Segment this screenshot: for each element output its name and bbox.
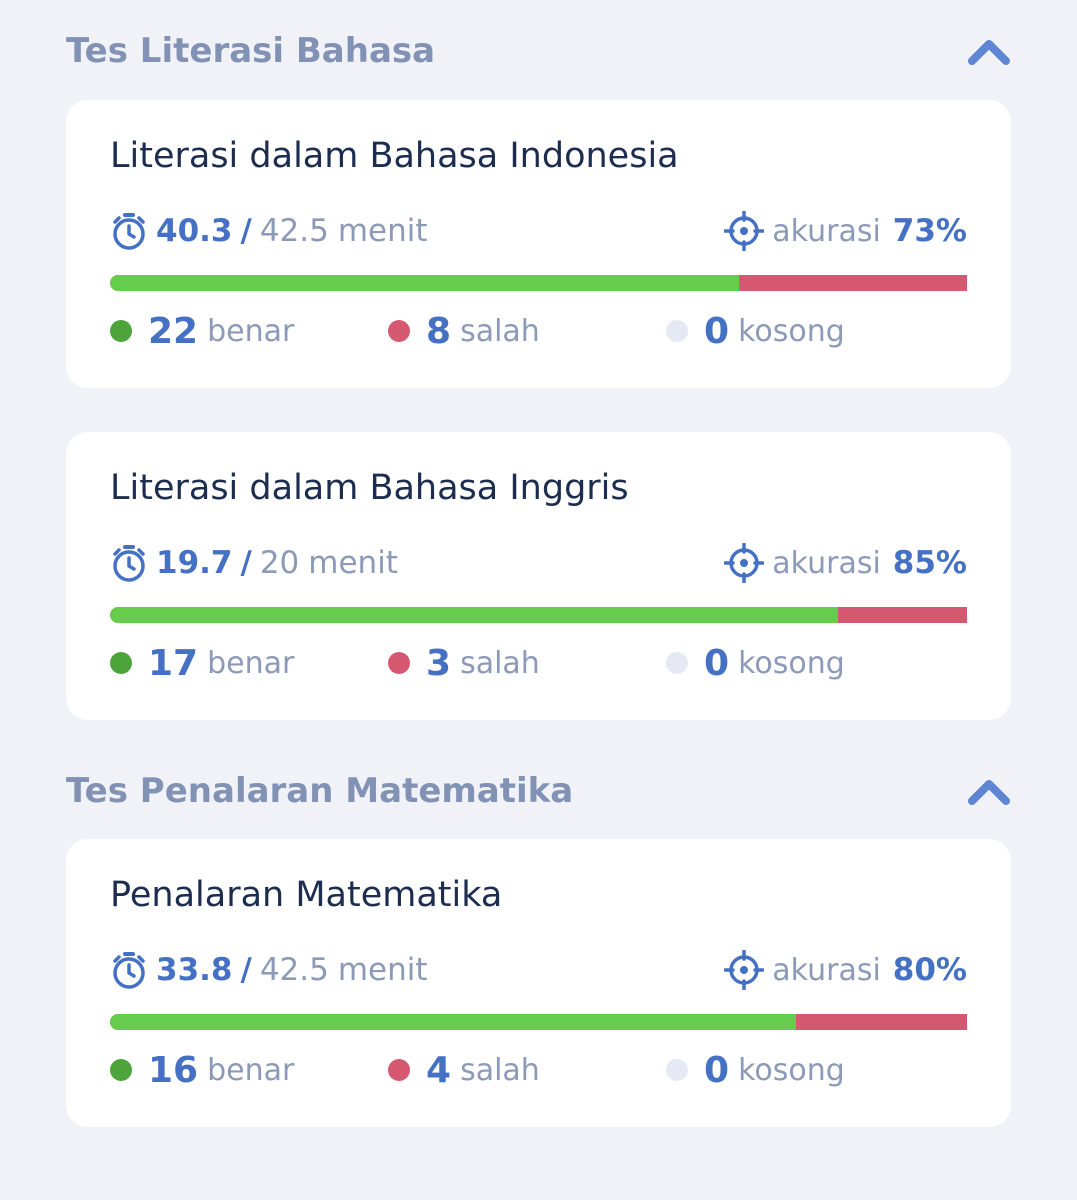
- time-row: 19.7 / 20 menit: [110, 540, 398, 586]
- correct-stat: 17 benar: [110, 639, 294, 687]
- time-unit: menit: [337, 213, 428, 249]
- wrong-label: salah: [460, 313, 540, 349]
- empty-count: 0: [704, 1049, 730, 1091]
- correct-count: 17: [148, 642, 199, 684]
- wrong-count: 4: [426, 1049, 452, 1091]
- section-header-literasi[interactable]: Tes Literasi Bahasa: [66, 21, 1011, 81]
- wrong-label: salah: [460, 1052, 540, 1088]
- chevron-up-icon[interactable]: [967, 773, 1011, 809]
- correct-count: 22: [148, 310, 199, 352]
- accuracy-label: akurasi: [772, 213, 881, 249]
- time-separator: /: [240, 952, 252, 988]
- empty-count: 0: [704, 642, 730, 684]
- target-icon: [724, 211, 765, 251]
- empty-count: 0: [704, 310, 730, 352]
- correct-progress-fill: [110, 275, 740, 291]
- empty-label: kosong: [738, 1052, 845, 1088]
- correct-label: benar: [207, 313, 295, 349]
- time-row: 40.3 / 42.5 menit: [110, 208, 428, 254]
- subtest-card-literasi-inggris[interactable]: Literasi dalam Bahasa Inggris 19.7 / 20 …: [66, 432, 1011, 720]
- correct-label: benar: [207, 645, 295, 681]
- time-unit: menit: [337, 952, 428, 988]
- accuracy-row: akurasi 85%: [724, 540, 967, 586]
- time-used: 19.7: [156, 545, 233, 581]
- empty-dot: [666, 320, 688, 342]
- subtest-title: Penalaran Matematika: [110, 875, 503, 915]
- time-used: 40.3: [156, 213, 233, 249]
- correct-count: 16: [148, 1049, 199, 1091]
- correct-stat: 16 benar: [110, 1046, 294, 1094]
- time-separator: /: [240, 213, 252, 249]
- target-icon: [724, 950, 765, 990]
- result-progress-bar: [110, 275, 967, 291]
- accuracy-value: 73%: [892, 213, 967, 249]
- result-progress-bar: [110, 607, 967, 623]
- wrong-stat: 8 salah: [388, 307, 540, 355]
- section-header-penalaran[interactable]: Tes Penalaran Matematika: [66, 761, 1011, 821]
- correct-progress-fill: [110, 607, 839, 623]
- accuracy-label: akurasi: [772, 545, 881, 581]
- wrong-dot: [388, 320, 410, 342]
- accuracy-row: akurasi 73%: [724, 208, 967, 254]
- stopwatch-icon: [113, 545, 145, 582]
- wrong-label: salah: [460, 645, 540, 681]
- time-unit: menit: [308, 545, 398, 581]
- accuracy-value: 80%: [892, 952, 967, 988]
- correct-dot: [110, 652, 132, 674]
- empty-stat: 0 kosong: [666, 639, 845, 687]
- empty-dot: [666, 652, 688, 674]
- target-icon: [724, 543, 765, 583]
- time-row: 33.8 / 42.5 menit: [110, 947, 428, 993]
- correct-stat: 22 benar: [110, 307, 294, 355]
- time-used: 33.8: [156, 952, 233, 988]
- stopwatch-icon: [113, 213, 145, 250]
- empty-stat: 0 kosong: [666, 307, 845, 355]
- time-total: 42.5: [259, 213, 329, 249]
- time-total: 20: [259, 545, 300, 581]
- accuracy-label: akurasi: [772, 952, 881, 988]
- subtest-card-penalaran-matematika[interactable]: Penalaran Matematika 33.8 / 42.5 menit a…: [66, 839, 1011, 1127]
- stopwatch-icon: [113, 952, 145, 989]
- empty-dot: [666, 1059, 688, 1081]
- wrong-stat: 3 salah: [388, 639, 540, 687]
- wrong-count: 8: [426, 310, 452, 352]
- accuracy-row: akurasi 80%: [724, 947, 967, 993]
- correct-dot: [110, 1059, 132, 1081]
- time-total: 42.5: [259, 952, 329, 988]
- time-separator: /: [240, 545, 252, 581]
- correct-progress-fill: [110, 1014, 796, 1030]
- accuracy-value: 85%: [892, 545, 967, 581]
- chevron-up-icon[interactable]: [967, 33, 1011, 69]
- empty-label: kosong: [738, 645, 845, 681]
- empty-stat: 0 kosong: [666, 1046, 845, 1094]
- correct-label: benar: [207, 1052, 295, 1088]
- subtest-card-literasi-indonesia[interactable]: Literasi dalam Bahasa Indonesia 40.3 / 4…: [66, 100, 1011, 388]
- subtest-title: Literasi dalam Bahasa Inggris: [110, 468, 629, 508]
- wrong-dot: [388, 1059, 410, 1081]
- subtest-title: Literasi dalam Bahasa Indonesia: [110, 136, 679, 176]
- correct-dot: [110, 320, 132, 342]
- wrong-stat: 4 salah: [388, 1046, 540, 1094]
- wrong-count: 3: [426, 642, 452, 684]
- empty-label: kosong: [738, 313, 845, 349]
- section-title: Tes Penalaran Matematika: [66, 771, 574, 811]
- section-title: Tes Literasi Bahasa: [66, 31, 436, 71]
- result-progress-bar: [110, 1014, 967, 1030]
- wrong-dot: [388, 652, 410, 674]
